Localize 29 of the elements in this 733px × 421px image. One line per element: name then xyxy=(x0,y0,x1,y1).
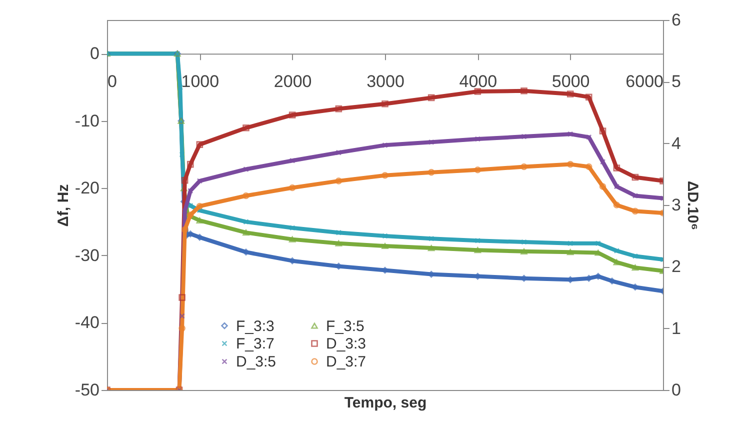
legend-label: F_3:3 xyxy=(236,318,274,335)
y-axis-title: Δf, Hz xyxy=(54,184,72,227)
x-tick-label: 6000 xyxy=(626,72,664,92)
y-tick-label: -50 xyxy=(74,380,100,400)
y2-tick-label: 0 xyxy=(672,380,681,400)
y-tick-label: -20 xyxy=(74,178,100,198)
x-tick-label: 1000 xyxy=(181,72,220,92)
y2-tick-label: 2 xyxy=(672,257,681,276)
y2-tick-label: 5 xyxy=(672,72,681,92)
y2-tick-label: 6 xyxy=(672,10,681,30)
x-tick-label: 4000 xyxy=(459,72,498,92)
legend-label: F_3:7 xyxy=(236,336,274,352)
y2-axis-title: ΔD.10⁶ xyxy=(684,180,701,230)
y2-tick-label: 4 xyxy=(672,134,681,153)
x-axis-title: Tempo, seg xyxy=(344,394,427,412)
x-tick-label: 5000 xyxy=(552,72,590,92)
legend-label: F_3:5 xyxy=(326,318,364,335)
y-tick-label: -40 xyxy=(74,313,100,332)
legend-label: D_3:7 xyxy=(326,354,366,370)
y2-tick-label: 3 xyxy=(672,196,681,214)
y-tick-label: -30 xyxy=(74,246,100,265)
y2-tick-label: 1 xyxy=(672,318,681,338)
y-tick-label: 0 xyxy=(90,44,100,64)
x-tick-label: 3000 xyxy=(366,72,404,92)
y-tick-label: -10 xyxy=(74,111,100,130)
x-tick-label: 2000 xyxy=(274,72,312,92)
legend-label: D_3:3 xyxy=(326,336,366,352)
legend-label: D_3:5 xyxy=(236,354,276,370)
x-tick-label: 0 xyxy=(108,72,117,92)
